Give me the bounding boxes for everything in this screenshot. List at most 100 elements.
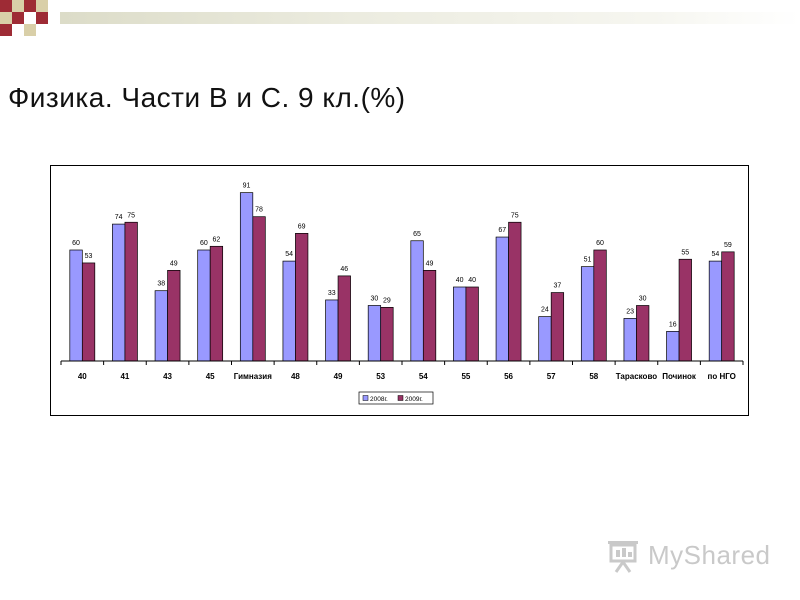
watermark: MyShared — [606, 538, 776, 574]
bar — [367, 305, 382, 362]
bar — [197, 249, 211, 362]
watermark-text: MyShared — [648, 540, 771, 570]
bar — [623, 318, 637, 362]
deco-square — [0, 12, 12, 24]
bar — [282, 260, 296, 362]
data-label: 49 — [426, 260, 434, 267]
bar — [112, 223, 126, 362]
deco-square — [36, 0, 48, 12]
deco-square — [0, 0, 12, 12]
data-label: 78 — [255, 207, 263, 214]
data-label: 54 — [285, 251, 293, 258]
data-label: 67 — [498, 227, 506, 234]
deco-square — [24, 24, 36, 36]
bar — [410, 240, 424, 362]
bar — [678, 258, 692, 362]
x-tick-label: 57 — [547, 372, 556, 381]
data-label: 65 — [413, 231, 421, 238]
x-tick-label: 55 — [461, 372, 470, 381]
data-label: 54 — [712, 251, 720, 258]
data-label: 60 — [72, 240, 80, 247]
deco-square — [0, 24, 12, 36]
presentation-board-icon — [608, 541, 638, 573]
bar — [69, 249, 83, 362]
chart-frame: 60 53 40 74 75 41 38 49 43 60 62 45 91 78 Гимназия 54 69… — [50, 165, 749, 416]
bar — [295, 232, 309, 362]
x-tick-label: 49 — [334, 372, 343, 381]
data-label: 38 — [157, 281, 165, 288]
deco-square — [36, 12, 48, 24]
bar — [81, 262, 96, 362]
x-tick-label: 43 — [163, 372, 172, 381]
data-label: 29 — [383, 297, 391, 304]
legend-label: 2009г. — [405, 396, 423, 403]
deco-square — [12, 12, 24, 24]
bar-chart: 60 53 40 74 75 41 38 49 43 60 62 45 91 78 Гимназия 54 69… — [60, 183, 744, 405]
data-label: 30 — [639, 296, 647, 303]
header-band — [60, 12, 800, 24]
bar — [252, 216, 266, 362]
data-label: 69 — [298, 223, 306, 230]
data-label: 55 — [681, 249, 689, 256]
data-label: 59 — [724, 242, 732, 249]
bar — [453, 286, 467, 362]
data-label: 75 — [511, 212, 519, 219]
data-label: 75 — [127, 212, 135, 219]
bar — [380, 307, 394, 362]
data-label: 37 — [554, 283, 562, 290]
deco-square — [24, 0, 36, 12]
bar — [593, 249, 607, 362]
bar — [708, 260, 723, 362]
x-tick-label: по НГО — [708, 372, 736, 381]
bar — [538, 316, 552, 362]
data-label: 16 — [669, 321, 677, 328]
x-tick-label: 41 — [120, 372, 129, 381]
data-label: 30 — [371, 296, 379, 303]
legend-label: 2008г. — [370, 396, 388, 403]
data-label: 53 — [85, 253, 93, 260]
data-label: 74 — [115, 214, 123, 221]
bar — [580, 266, 595, 362]
bar — [239, 192, 254, 362]
legend-box — [358, 391, 434, 405]
bar — [325, 299, 339, 362]
bar — [508, 221, 522, 362]
bar — [721, 251, 735, 362]
x-tick-label: Тарасково — [616, 372, 658, 381]
x-tick-label: 58 — [589, 372, 598, 381]
data-label: 62 — [213, 236, 221, 243]
data-label: 60 — [596, 240, 604, 247]
bar — [636, 305, 650, 362]
data-label: 51 — [584, 257, 592, 264]
data-label: 40 — [468, 277, 476, 284]
bar — [154, 290, 168, 362]
page-title: Физика. Части В и С. 9 кл.(%) — [8, 82, 406, 113]
data-label: 60 — [200, 240, 208, 247]
data-label: 40 — [456, 277, 464, 284]
bar — [124, 221, 138, 362]
legend-swatch — [397, 395, 404, 401]
x-tick-label: 54 — [419, 372, 428, 381]
x-tick-label: Гимназия — [234, 372, 272, 381]
bar — [495, 236, 509, 362]
bar — [465, 286, 479, 362]
bar — [550, 292, 565, 362]
bar — [666, 331, 680, 362]
data-label: 91 — [243, 183, 251, 190]
data-label: 24 — [541, 307, 549, 314]
x-tick-label: 56 — [504, 372, 513, 381]
x-tick-label: 48 — [291, 372, 300, 381]
bar — [167, 269, 181, 362]
deco-square — [12, 0, 24, 12]
bar — [337, 275, 351, 362]
data-label: 23 — [626, 308, 634, 315]
x-tick-label: Починок — [662, 372, 697, 381]
data-label: 46 — [340, 266, 348, 273]
x-tick-label: 40 — [78, 372, 87, 381]
x-tick-label: 45 — [206, 372, 215, 381]
bar — [209, 245, 224, 362]
data-label: 33 — [328, 290, 336, 297]
data-label: 49 — [170, 260, 178, 267]
legend-swatch — [362, 395, 369, 401]
x-tick-label: 53 — [376, 372, 385, 381]
